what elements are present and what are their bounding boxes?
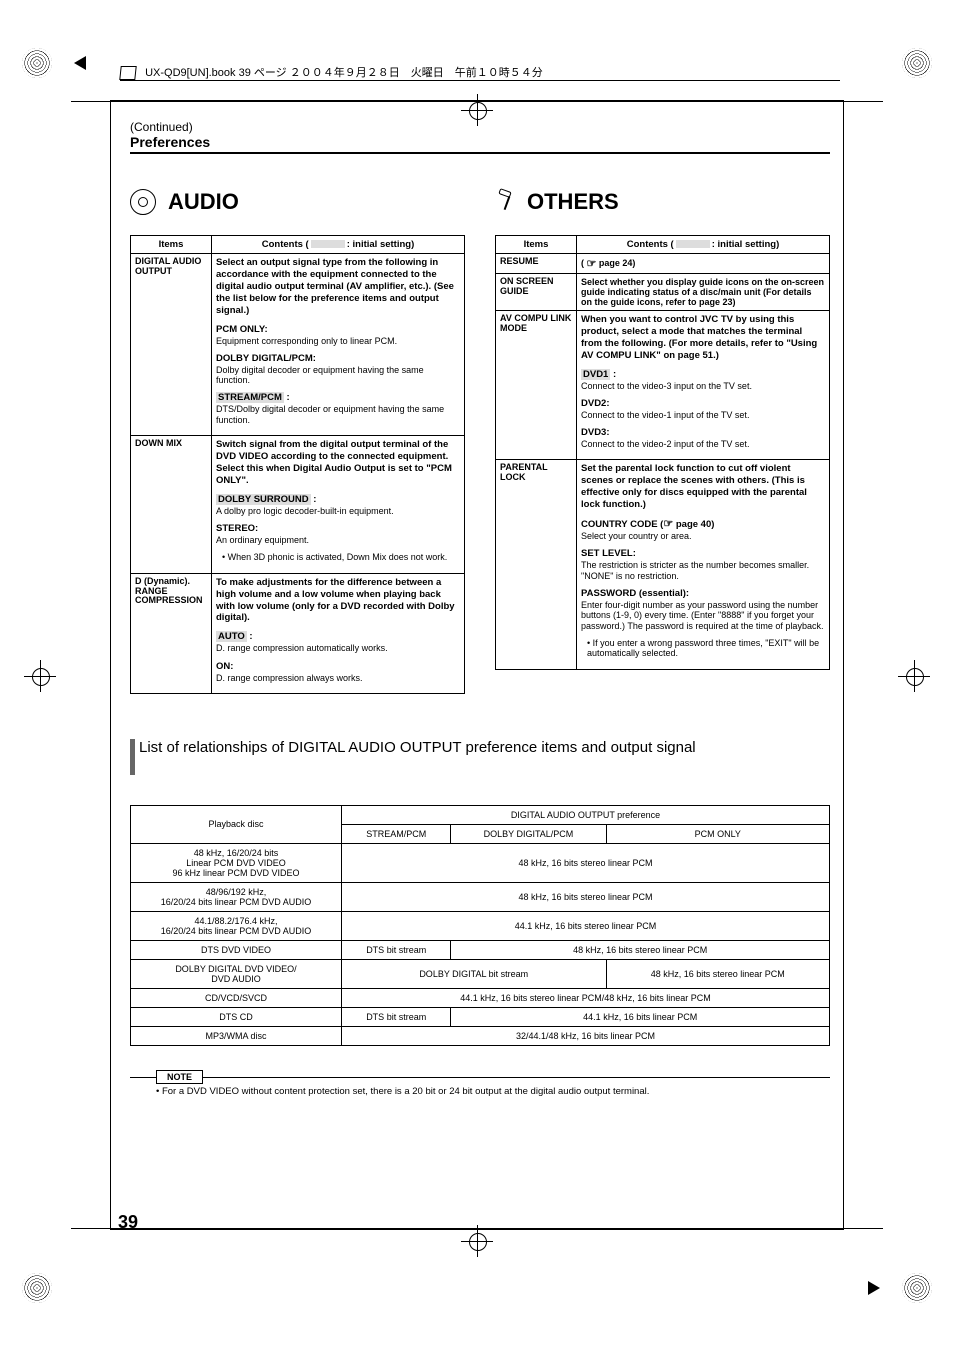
running-header: UX-QD9[UN].book 39 ページ ２００４年９月２８日 火曜日 午前… (120, 64, 543, 80)
print-arrow-icon (868, 1281, 880, 1295)
print-pattern-icon (902, 1273, 932, 1303)
others-table: Items Contents (: initial setting) RESUM… (495, 235, 830, 670)
sig-r6-l: CD/VCD/SVCD (131, 988, 342, 1007)
audio-th-contents: Contents (: initial setting) (212, 236, 465, 254)
continued-label: (Continued) (130, 120, 830, 134)
sig-r2-l: 48/96/192 kHz, 16/20/24 bits linear PCM … (131, 882, 342, 911)
sig-r5-b: 48 kHz, 16 bits stereo linear PCM (606, 959, 829, 988)
sig-r1-l: 48 kHz, 16/20/24 bits Linear PCM DVD VID… (131, 843, 342, 882)
registration-mark-icon (904, 666, 924, 686)
hand-pointer-icon: ☞ (663, 518, 673, 531)
sig-r3-v: 44.1 kHz, 16 bits stereo linear PCM (342, 911, 830, 940)
others-section-title: OTHERS (527, 189, 619, 215)
initial-setting-box-icon (676, 240, 710, 248)
sig-r7-b: 44.1 kHz, 16 bits linear PCM (451, 1007, 830, 1026)
audio-th-items: Items (131, 236, 212, 254)
content-d-range-compression: To make adjustments for the difference b… (212, 573, 465, 693)
registration-mark-icon (467, 1231, 487, 1251)
sig-r8-l: MP3/WMA disc (131, 1026, 342, 1045)
list-rel-title: List of relationships of DIGITAL AUDIO O… (139, 739, 696, 757)
sig-r4-a: DTS bit stream (342, 940, 451, 959)
sig-r5-a: DOLBY DIGITAL bit stream (342, 959, 607, 988)
content-parental-lock: Set the parental lock function to cut of… (577, 460, 830, 669)
signal-table: Playback disc DIGITAL AUDIO OUTPUT prefe… (130, 805, 830, 1046)
item-on-screen-guide: ON SCREEN GUIDE (496, 274, 577, 311)
note-text: • For a DVD VIDEO without content protec… (156, 1086, 830, 1097)
sig-h-dolby: DOLBY DIGITAL/PCM (451, 824, 606, 843)
print-pattern-icon (22, 1273, 52, 1303)
audio-section-title: AUDIO (168, 189, 239, 215)
book-icon (119, 66, 136, 80)
sig-h-stream: STREAM/PCM (342, 824, 451, 843)
print-pattern-icon (902, 48, 932, 78)
item-parental-lock: PARENTAL LOCK (496, 460, 577, 669)
sig-h-pcm: PCM ONLY (606, 824, 829, 843)
content-resume: ( ☞ page 24) (577, 254, 830, 274)
item-av-compu-link: AV COMPU LINK MODE (496, 311, 577, 460)
item-down-mix: DOWN MIX (131, 436, 212, 574)
sig-r8-v: 32/44.1/48 kHz, 16 bits linear PCM (342, 1026, 830, 1045)
speaker-icon (130, 189, 156, 215)
sig-r4-l: DTS DVD VIDEO (131, 940, 342, 959)
sig-r2-v: 48 kHz, 16 bits stereo linear PCM (342, 882, 830, 911)
sig-r6-v: 44.1 kHz, 16 bits stereo linear PCM/48 k… (342, 988, 830, 1007)
page-number: 39 (118, 1212, 138, 1233)
sig-r1-v: 48 kHz, 16 bits stereo linear PCM (342, 843, 830, 882)
print-arrow-icon (74, 56, 86, 70)
others-th-contents: Contents (: initial setting) (577, 236, 830, 254)
sig-r7-a: DTS bit stream (342, 1007, 451, 1026)
hand-pointer-icon: ☞ (587, 257, 597, 270)
page-title: Preferences (130, 134, 830, 154)
content-digital-audio-output: Select an output signal type from the fo… (212, 254, 465, 436)
accent-bar-icon (130, 739, 135, 775)
sig-r5-l: DOLBY DIGITAL DVD VIDEO/ DVD AUDIO (131, 959, 342, 988)
others-th-items: Items (496, 236, 577, 254)
note-label: NOTE (156, 1070, 203, 1084)
item-d-range-compression: D (Dynamic). RANGE COMPRESSION (131, 573, 212, 693)
item-digital-audio-output: DIGITAL AUDIO OUTPUT (131, 254, 212, 436)
sig-h-pref: DIGITAL AUDIO OUTPUT preference (342, 805, 830, 824)
registration-mark-icon (30, 666, 50, 686)
note-divider (130, 1077, 830, 1078)
sig-r7-l: DTS CD (131, 1007, 342, 1026)
sig-h-disc: Playback disc (131, 805, 342, 843)
content-down-mix: Switch signal from the digital output te… (212, 436, 465, 574)
initial-setting-box-icon (311, 240, 345, 248)
sig-r4-b: 48 kHz, 16 bits stereo linear PCM (451, 940, 830, 959)
content-av-compu-link: When you want to control JVC TV by using… (577, 311, 830, 460)
content-on-screen-guide: Select whether you display guide icons o… (577, 274, 830, 311)
running-header-text: UX-QD9[UN].book 39 ページ ２００４年９月２８日 火曜日 午前… (145, 67, 543, 79)
audio-table: Items Contents (: initial setting) DIGIT… (130, 235, 465, 694)
print-pattern-icon (22, 48, 52, 78)
sig-r3-l: 44.1/88.2/176.4 kHz, 16/20/24 bits linea… (131, 911, 342, 940)
tool-icon (495, 190, 515, 214)
item-resume: RESUME (496, 254, 577, 274)
